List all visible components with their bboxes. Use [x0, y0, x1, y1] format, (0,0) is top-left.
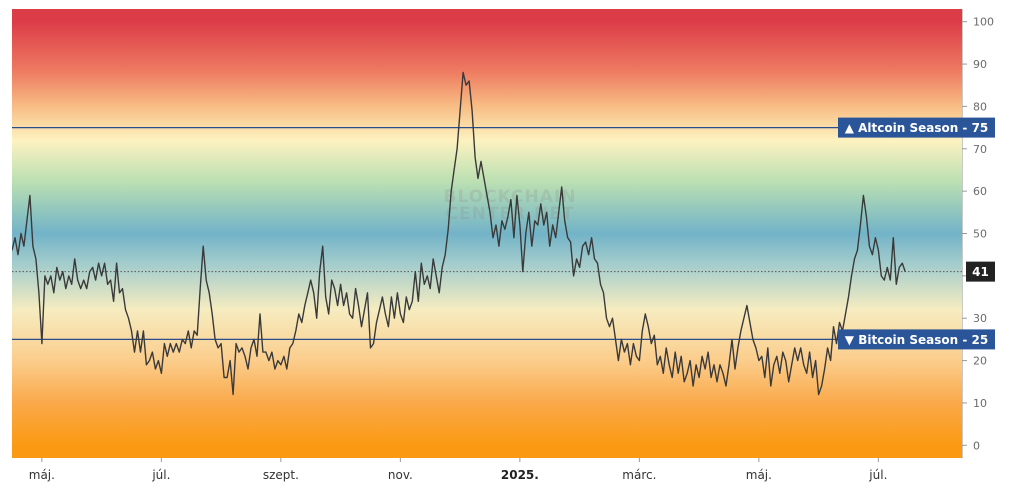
- y-tick-label: 70: [973, 143, 987, 156]
- x-tick-label: szept.: [263, 468, 299, 482]
- x-tick-label: máj.: [29, 468, 55, 482]
- reference-label: ▼ Bitcoin Season - 25: [845, 333, 988, 347]
- reference-lines: [12, 127, 962, 340]
- watermark-line: BLOCKCHAIN: [444, 187, 577, 207]
- x-tick-label: márc.: [622, 468, 656, 482]
- y-tick-label: 20: [973, 355, 987, 368]
- reference-label-box: [838, 329, 995, 350]
- y-tick-label: 50: [973, 228, 987, 241]
- plot-background: [12, 9, 962, 458]
- x-tick-label: júl.: [151, 468, 170, 482]
- x-tick-label: júl.: [868, 468, 887, 482]
- reference-labels: ▲ Altcoin Season - 75 ▼ Bitcoin Season - …: [838, 117, 995, 350]
- reference-label-box: [838, 117, 995, 138]
- y-axis: 0102030405060708090100: [962, 16, 994, 452]
- reference-label: ▲ Altcoin Season - 75: [845, 121, 989, 135]
- current-value-box: [966, 261, 995, 282]
- x-tick-label: 2025.: [501, 468, 539, 482]
- x-axis: máj. júl. szept. nov. 2025. márc. máj. júl.: [29, 458, 887, 482]
- y-tick-label: 30: [973, 312, 987, 325]
- x-tick-label: nov.: [388, 468, 413, 482]
- y-tick-label: 80: [973, 100, 987, 113]
- y-tick-label: 90: [973, 58, 987, 71]
- series-line: [12, 71, 906, 396]
- current-value-label: 41: [972, 265, 989, 279]
- current-value-badge: 41: [966, 261, 995, 282]
- y-tick-label: 100: [973, 16, 994, 29]
- x-tick-label: máj.: [746, 468, 772, 482]
- y-tick-label: 0: [973, 439, 980, 452]
- y-tick-label: 10: [973, 397, 987, 410]
- y-tick-label: 60: [973, 185, 987, 198]
